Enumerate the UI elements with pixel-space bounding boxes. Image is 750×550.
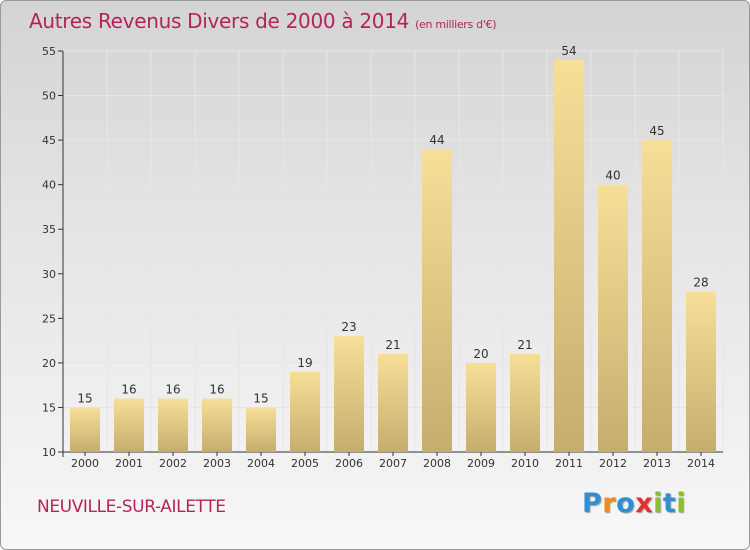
x-tick-label: 2008 [423, 457, 451, 470]
x-tick-label: 2011 [555, 457, 583, 470]
y-tick-label: 30 [42, 268, 56, 281]
bar-2004 [246, 407, 276, 452]
y-tick-label: 15 [42, 401, 56, 414]
chart-title: Autres Revenus Divers de 2000 à 2014 (en … [29, 9, 497, 33]
bar-2000 [70, 407, 100, 452]
x-tick-label: 2004 [247, 457, 275, 470]
bar-value-label: 21 [385, 338, 400, 352]
bar-2007 [378, 353, 408, 452]
bar-value-label: 16 [209, 383, 224, 397]
bar-2002 [158, 398, 188, 452]
x-tick-label: 2002 [159, 457, 187, 470]
bar-2011 [554, 59, 584, 453]
bar-2001 [114, 398, 144, 452]
y-tick-label: 40 [42, 179, 56, 192]
bar-2013 [642, 140, 672, 452]
bar-value-label: 45 [649, 124, 664, 138]
x-tick-label: 2006 [335, 457, 363, 470]
y-tick-label: 20 [42, 357, 56, 370]
proxiti-logo: Proxiti [582, 488, 687, 519]
bar-2003 [202, 398, 232, 452]
x-tick-label: 2000 [71, 457, 99, 470]
bar-value-label: 16 [121, 383, 136, 397]
y-tick-label: 35 [42, 223, 56, 236]
chart-title-text: Autres Revenus Divers de 2000 à 2014 [29, 9, 410, 33]
bar-value-label: 19 [297, 356, 312, 370]
x-tick-label: 2003 [203, 457, 231, 470]
x-tick-label: 2005 [291, 457, 319, 470]
bar-2012 [598, 184, 628, 452]
bar-value-label: 20 [473, 347, 488, 361]
bar-layer [70, 59, 716, 453]
y-tick-label: 10 [42, 446, 56, 459]
x-tick-label: 2012 [599, 457, 627, 470]
y-tick-label: 55 [42, 45, 56, 58]
bar-value-label: 54 [561, 44, 576, 58]
bar-value-label: 16 [165, 383, 180, 397]
x-tick-label: 2013 [643, 457, 671, 470]
label-layer: 10 15 20 25 30 35 40 45 50 55 15 2000 16 2001 16 2002 16… [42, 44, 715, 470]
x-tick-label: 2014 [687, 457, 715, 470]
place-name: NEUVILLE-SUR-AILETTE [37, 497, 226, 517]
bar-2006 [334, 336, 364, 452]
y-tick-label: 45 [42, 134, 56, 147]
x-tick-label: 2009 [467, 457, 495, 470]
x-tick-label: 2007 [379, 457, 407, 470]
bar-value-label: 44 [429, 133, 444, 147]
y-tick-label: 25 [42, 312, 56, 325]
bar-value-label: 21 [517, 338, 532, 352]
bar-2009 [466, 362, 496, 452]
bar-2008 [422, 149, 452, 452]
bar-2005 [290, 371, 320, 452]
chart-unit: (en milliers d'€) [415, 18, 497, 31]
bar-2010 [510, 353, 540, 452]
x-tick-label: 2001 [115, 457, 143, 470]
y-tick-label: 50 [42, 90, 56, 103]
bar-value-label: 15 [77, 391, 92, 405]
bar-2014 [686, 291, 716, 452]
bar-value-label: 23 [341, 320, 356, 334]
x-tick-label: 2010 [511, 457, 539, 470]
bar-value-label: 40 [605, 169, 620, 183]
bar-value-label: 15 [253, 391, 268, 405]
bar-value-label: 28 [693, 276, 708, 290]
